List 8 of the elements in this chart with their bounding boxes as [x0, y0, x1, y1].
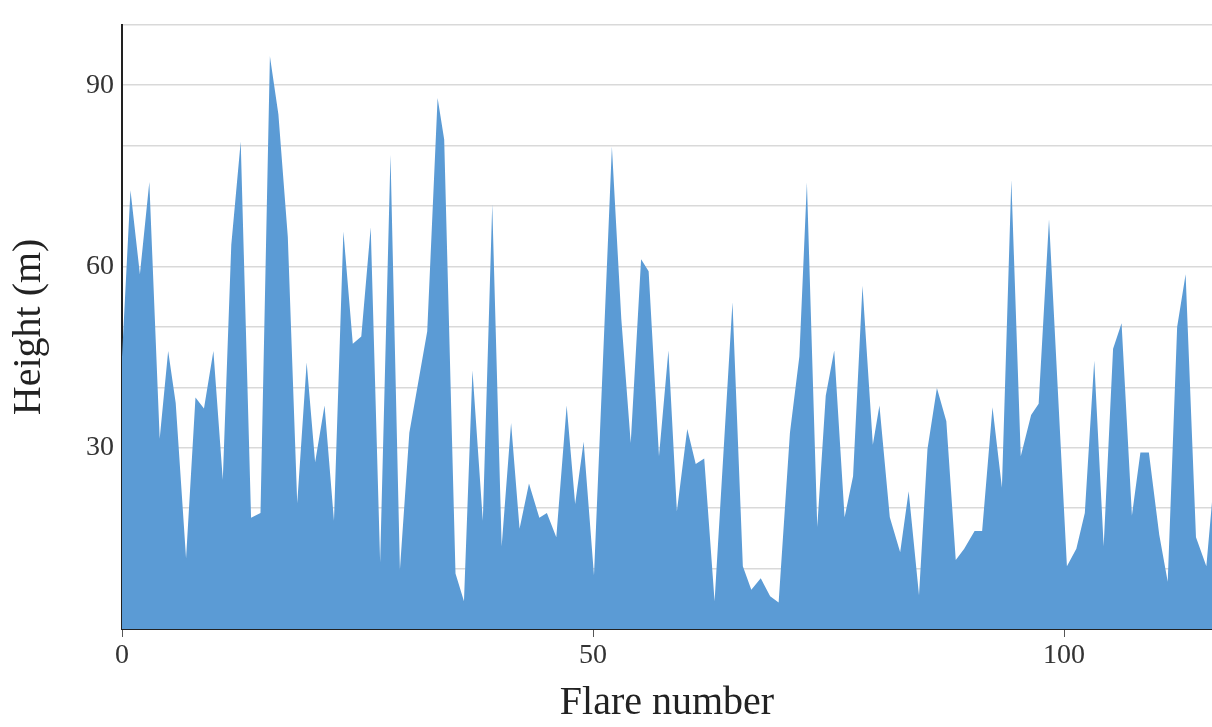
y-tick-label: 30: [86, 430, 114, 462]
x-tick-label: 0: [115, 638, 129, 670]
x-tick-label: 100: [1043, 638, 1086, 670]
x-axis-title: Flare number: [559, 677, 775, 723]
x-tick-label: 50: [579, 638, 608, 670]
y-axis-title: Height (m): [3, 238, 49, 416]
y-tick-label: 90: [86, 67, 114, 99]
y-tick-label: 60: [86, 248, 114, 280]
